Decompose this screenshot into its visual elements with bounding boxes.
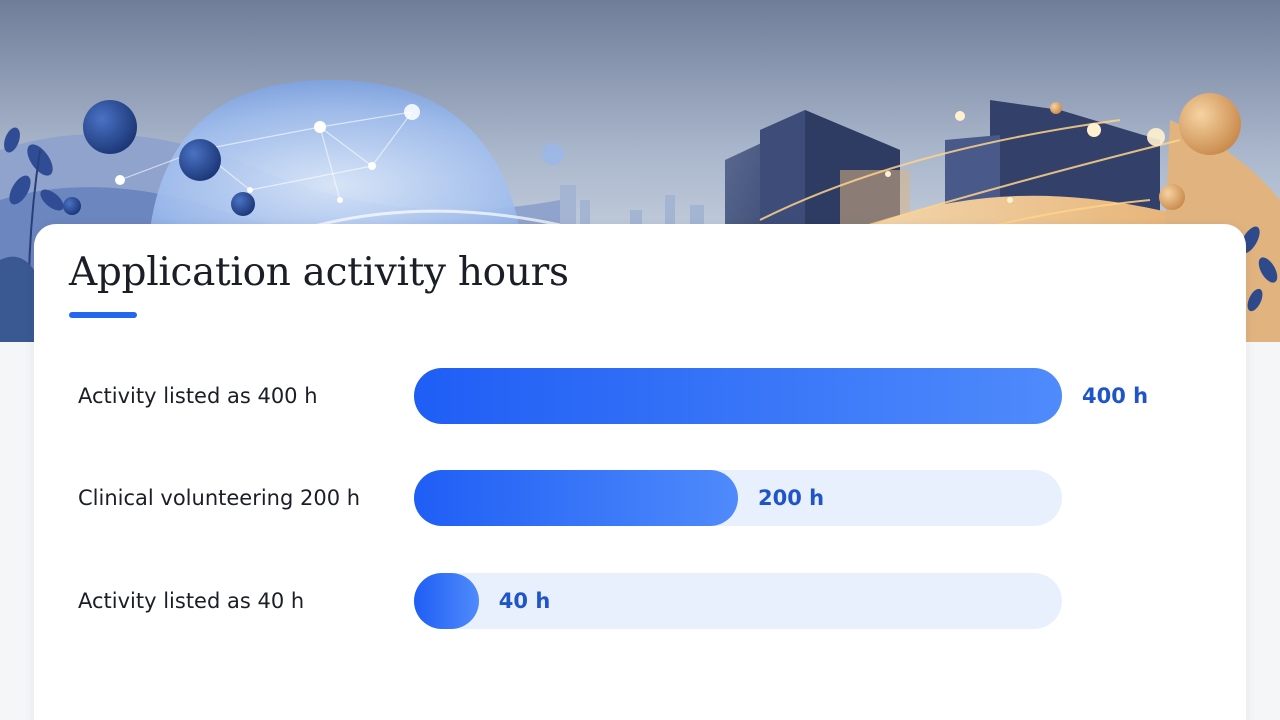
- bar-track: [414, 573, 1062, 629]
- bar-value-label: 200 h: [758, 486, 825, 510]
- title-underline: [69, 312, 137, 318]
- page-title: Application activity hours: [69, 250, 569, 295]
- bar-category-label: Activity listed as 40 h: [78, 589, 305, 613]
- chart-card: Application activity hours Activity list…: [34, 224, 1246, 720]
- bar-category-label: Clinical volunteering 200 h: [78, 486, 361, 510]
- bar: [414, 573, 479, 629]
- bar-track: [414, 470, 1062, 526]
- bar-category-label: Activity listed as 400 h: [78, 384, 318, 408]
- bar-value-label: 400 h: [1082, 384, 1149, 408]
- bar-value-label: 40 h: [498, 589, 551, 613]
- bar: [414, 368, 1062, 424]
- bar: [414, 470, 738, 526]
- bar-track: [414, 368, 1062, 424]
